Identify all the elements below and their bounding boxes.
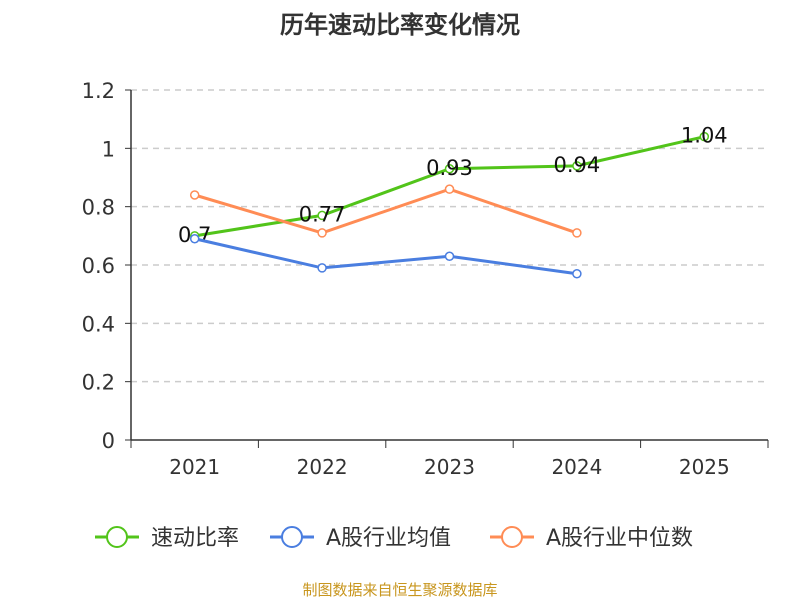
data-point — [189, 234, 200, 244]
legend-label: 速动比率 — [151, 526, 239, 551]
data-point — [699, 131, 710, 142]
legend-label: A股行业均值 — [326, 526, 451, 551]
data-point — [444, 251, 455, 261]
data-point — [444, 184, 455, 194]
x-tick-label: 2024 — [551, 455, 602, 479]
data-point — [572, 161, 582, 171]
data-point — [317, 210, 327, 221]
x-tick-label: 2025 — [679, 455, 730, 479]
y-tick-label: 0 — [102, 429, 115, 453]
y-tick-label: 0.6 — [82, 254, 115, 278]
data-point — [572, 269, 582, 279]
data-label: 0.77 — [299, 202, 346, 226]
legend-marker — [106, 526, 128, 548]
y-tick-label: 1 — [102, 137, 115, 161]
y-tick-label: 1.2 — [82, 79, 115, 103]
series-line-2 — [194, 187, 578, 235]
x-tick-label: 2021 — [169, 455, 220, 479]
y-tick-label: 0.4 — [82, 312, 115, 336]
data-point — [317, 228, 327, 238]
x-tick-label: 2022 — [297, 455, 348, 479]
x-tick-label: 2023 — [424, 455, 475, 479]
data-point — [189, 190, 200, 200]
legend-marker — [501, 526, 523, 548]
source-note: 制图数据来自恒生聚源数据库 — [302, 581, 497, 599]
legend-marker — [281, 526, 303, 548]
data-point — [572, 228, 582, 238]
data-point — [317, 263, 327, 273]
y-tick-label: 0.2 — [82, 371, 115, 395]
data-point — [444, 164, 455, 174]
legend-label: A股行业中位数 — [546, 526, 693, 551]
data-label: 0.93 — [426, 156, 473, 180]
data-label: 1.04 — [681, 124, 728, 148]
chart-title: 历年速动比率变化情况 — [280, 11, 520, 39]
y-tick-label: 0.8 — [82, 196, 115, 220]
series-line-1 — [194, 237, 578, 276]
data-label: 0.94 — [554, 153, 601, 177]
